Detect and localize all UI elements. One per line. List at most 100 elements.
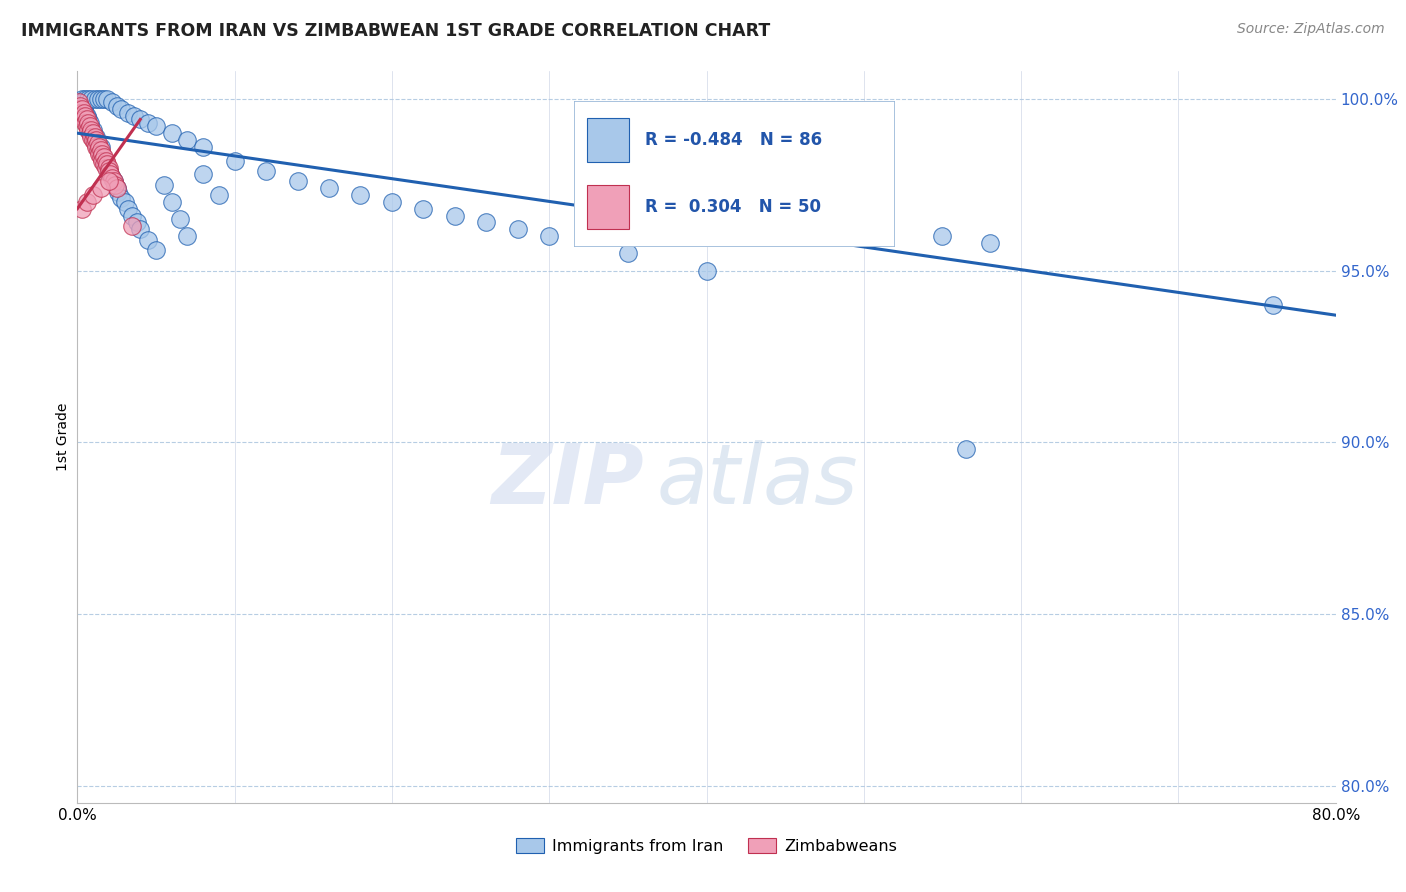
Point: [75, 116, 97, 130]
Point: [76, 109, 98, 123]
Point: [67, 98, 90, 112]
Point: [67, 95, 90, 110]
Point: [696, 263, 718, 277]
Point: [381, 194, 404, 209]
Point: [87, 92, 110, 106]
Point: [90, 92, 112, 106]
Point: [412, 202, 434, 216]
Point: [101, 170, 124, 185]
Point: [506, 222, 529, 236]
Point: [77, 120, 100, 134]
Point: [72, 105, 94, 120]
Point: [72, 109, 94, 123]
Point: [69, 102, 91, 116]
Point: [110, 191, 132, 205]
Point: [129, 112, 152, 127]
Point: [105, 181, 128, 195]
Point: [89, 146, 111, 161]
Point: [94, 161, 117, 175]
Point: [69, 98, 91, 112]
Point: [104, 178, 127, 192]
Point: [122, 109, 145, 123]
Point: [208, 188, 231, 202]
Point: [91, 153, 114, 168]
Point: [77, 112, 100, 127]
Text: Source: ZipAtlas.com: Source: ZipAtlas.com: [1237, 22, 1385, 37]
Point: [91, 146, 114, 161]
Point: [76, 194, 98, 209]
Point: [224, 153, 246, 168]
Point: [84, 129, 107, 144]
Point: [93, 150, 115, 164]
Point: [254, 164, 277, 178]
Point: [93, 157, 115, 171]
Point: [82, 133, 104, 147]
Point: [96, 161, 118, 175]
Point: [75, 92, 97, 106]
Point: [70, 92, 93, 106]
Point: [87, 136, 110, 151]
Point: [94, 157, 117, 171]
Point: [105, 98, 128, 112]
Point: [97, 161, 120, 175]
Point: [127, 215, 149, 229]
Point: [80, 122, 103, 136]
Point: [101, 170, 124, 185]
Point: [444, 209, 467, 223]
Point: [931, 229, 953, 244]
Point: [475, 215, 498, 229]
Point: [98, 167, 121, 181]
Point: [82, 126, 104, 140]
Point: [176, 229, 198, 244]
Point: [77, 122, 100, 136]
Point: [84, 140, 107, 154]
Text: IMMIGRANTS FROM IRAN VS ZIMBABWEAN 1ST GRADE CORRELATION CHART: IMMIGRANTS FROM IRAN VS ZIMBABWEAN 1ST G…: [21, 22, 770, 40]
Point: [110, 102, 132, 116]
Point: [103, 174, 125, 188]
Point: [72, 102, 94, 116]
Point: [101, 95, 124, 110]
Point: [979, 235, 1001, 250]
Point: [349, 188, 371, 202]
Point: [90, 144, 112, 158]
Point: [75, 105, 97, 120]
Point: [117, 202, 139, 216]
Point: [70, 109, 93, 123]
Point: [77, 116, 100, 130]
Legend: Immigrants from Iran, Zimbabweans: Immigrants from Iran, Zimbabweans: [509, 831, 904, 861]
Point: [76, 120, 98, 134]
Text: ZIP: ZIP: [491, 441, 644, 522]
Point: [84, 136, 107, 151]
Point: [121, 219, 143, 233]
Point: [103, 174, 125, 188]
Point: [90, 140, 112, 154]
Point: [83, 133, 105, 147]
Point: [79, 126, 101, 140]
Point: [129, 222, 152, 236]
Point: [104, 178, 127, 192]
Point: [90, 181, 112, 195]
Point: [105, 181, 128, 195]
Point: [160, 194, 183, 209]
Point: [77, 92, 100, 106]
Point: [191, 140, 215, 154]
Point: [160, 126, 183, 140]
Point: [93, 92, 115, 106]
Point: [153, 178, 176, 192]
Point: [87, 140, 110, 154]
Point: [107, 185, 129, 199]
Point: [114, 194, 136, 209]
Point: [70, 105, 93, 120]
Point: [75, 112, 97, 127]
Point: [97, 164, 120, 178]
Point: [83, 92, 105, 106]
Point: [70, 98, 93, 112]
Point: [70, 102, 93, 116]
Point: [96, 92, 118, 106]
Point: [136, 116, 159, 130]
Point: [121, 209, 143, 223]
Point: [176, 133, 198, 147]
Point: [97, 174, 120, 188]
Point: [82, 129, 104, 144]
Point: [70, 202, 93, 216]
